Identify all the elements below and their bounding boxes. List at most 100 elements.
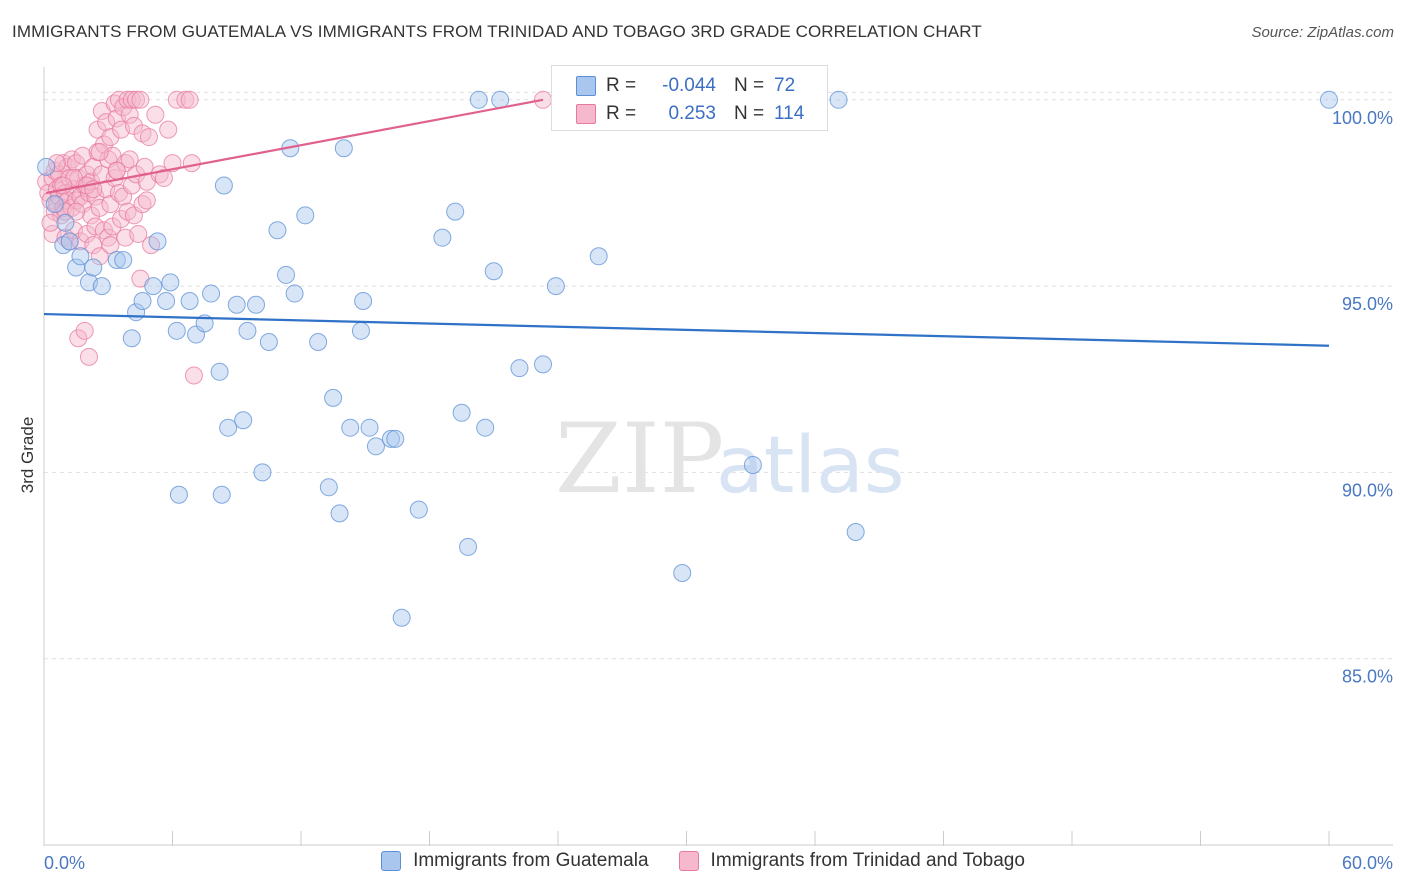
trinidad-point xyxy=(73,146,92,165)
guatemala-point xyxy=(433,228,452,247)
trinidad-point xyxy=(120,105,139,124)
guatemala-point xyxy=(546,277,565,296)
guatemala-point xyxy=(409,500,428,519)
guatemala-point xyxy=(122,329,141,348)
watermark-atlas: atlas xyxy=(716,421,905,511)
trinidad-point xyxy=(90,142,109,161)
trinidad-point xyxy=(184,366,203,385)
legend-n-value: 72 xyxy=(774,75,796,96)
legend-row-trinidad: R = 0.253 N = 114 xyxy=(576,101,804,127)
legend-label-guatemala: Immigrants from Guatemala xyxy=(413,850,649,871)
guatemala-point xyxy=(219,418,238,437)
legend-swatch-blue xyxy=(381,851,402,871)
guatemala-point xyxy=(360,418,379,437)
series-guatemala-points xyxy=(37,90,1338,627)
guatemala-point xyxy=(114,251,133,270)
trinidad-point xyxy=(137,191,156,210)
trinidad-point xyxy=(146,105,165,124)
guatemala-point xyxy=(259,332,278,351)
guatemala-point xyxy=(107,251,126,270)
guatemala-point xyxy=(392,608,411,627)
legend-r-value: -0.044 xyxy=(662,75,716,96)
guatemala-point xyxy=(148,232,167,251)
trinidad-point xyxy=(41,213,60,232)
guatemala-point xyxy=(446,202,465,221)
guatemala-point xyxy=(330,504,349,523)
y-tick-label: 95.0% xyxy=(1342,294,1393,314)
guatemala-point xyxy=(37,157,56,176)
legend-item-guatemala[interactable]: Immigrants from Guatemala xyxy=(381,850,649,872)
x-tick-min: 0.0% xyxy=(44,853,85,873)
y-tick-label: 85.0% xyxy=(1342,667,1393,687)
trinidad-trend-line xyxy=(45,98,544,195)
guatemala-point xyxy=(534,355,553,374)
trinidad-point xyxy=(180,90,199,109)
y-tick-label: 100.0% xyxy=(1332,108,1393,128)
legend-r-value: 0.253 xyxy=(668,103,716,124)
guatemala-point xyxy=(227,295,246,314)
trinidad-point xyxy=(79,347,98,366)
guatemala-point xyxy=(169,485,188,504)
guatemala-point xyxy=(351,321,370,340)
trinidad-point xyxy=(159,120,178,139)
stats-legend: R = -0.044 N = 72 R = 0.253 N = 114 xyxy=(551,65,828,131)
guatemala-point xyxy=(846,523,865,542)
guatemala-point xyxy=(71,247,90,266)
guatemala-point xyxy=(277,265,296,284)
guatemala-point xyxy=(157,292,176,311)
trinidad-point xyxy=(139,128,158,147)
series-legend: Immigrants from Guatemala Immigrants fro… xyxy=(0,850,1406,872)
trinidad-point xyxy=(69,329,88,348)
guatemala-point xyxy=(167,321,186,340)
guatemala-point xyxy=(459,537,478,556)
guatemala-point xyxy=(253,463,272,482)
legend-item-trinidad[interactable]: Immigrants from Trinidad and Tobago xyxy=(678,850,1025,872)
guatemala-point xyxy=(180,292,199,311)
guatemala-point xyxy=(309,332,328,351)
guatemala-point xyxy=(92,277,111,296)
guatemala-point xyxy=(589,247,608,266)
guatemala-point xyxy=(1320,90,1338,109)
guatemala-point xyxy=(386,429,405,448)
guatemala-point xyxy=(484,262,503,281)
guatemala-point xyxy=(334,139,353,158)
legend-row-guatemala: R = -0.044 N = 72 xyxy=(576,73,795,99)
guatemala-point xyxy=(84,258,103,277)
guatemala-point xyxy=(247,295,266,314)
trinidad-point xyxy=(129,224,148,243)
guatemala-point xyxy=(214,176,233,195)
trinidad-point xyxy=(120,150,139,169)
trinidad-point xyxy=(67,202,86,221)
legend-n-label: N = xyxy=(734,75,765,96)
trinidad-point xyxy=(97,113,116,132)
trinidad-point xyxy=(131,90,150,109)
guatemala-trend-line xyxy=(43,312,1330,347)
guatemala-point xyxy=(319,478,338,497)
guatemala-point xyxy=(743,455,762,474)
guatemala-point xyxy=(452,403,471,422)
guatemala-point xyxy=(296,206,315,225)
guatemala-point xyxy=(829,90,848,109)
guatemala-point xyxy=(381,429,400,448)
y-axis-label: 3rd Grade xyxy=(18,417,37,494)
chart-title: IMMIGRANTS FROM GUATEMALA VS IMMIGRANTS … xyxy=(12,22,982,41)
guatemala-point xyxy=(673,564,692,583)
trinidad-point xyxy=(67,154,86,173)
guatemala-point xyxy=(45,195,64,214)
legend-n-value: 114 xyxy=(774,103,805,124)
trinidad-point xyxy=(182,154,201,173)
trinidad-point xyxy=(90,247,109,266)
watermark: ZIP atlas xyxy=(555,403,905,515)
guatemala-point xyxy=(285,284,304,303)
guatemala-point xyxy=(234,411,253,430)
legend-n-label: N = xyxy=(734,103,765,124)
trinidad-point xyxy=(90,198,109,217)
trinidad-point xyxy=(75,321,94,340)
trinidad-point xyxy=(101,128,120,147)
legend-label-trinidad: Immigrants from Trinidad and Tobago xyxy=(710,850,1025,871)
guatemala-point xyxy=(469,90,488,109)
guatemala-point xyxy=(354,292,373,311)
guatemala-point xyxy=(144,277,163,296)
trinidad-point xyxy=(47,154,66,173)
